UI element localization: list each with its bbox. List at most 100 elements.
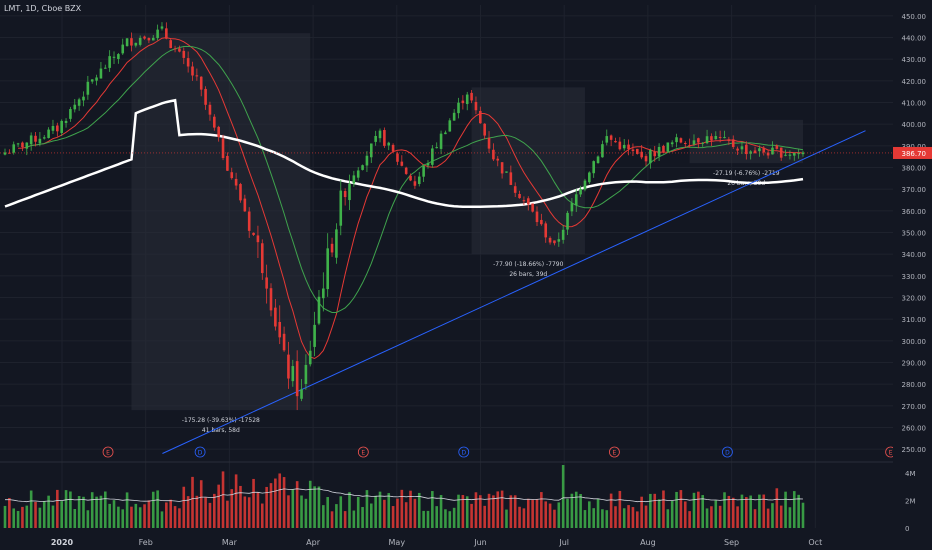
candle-body bbox=[596, 156, 600, 164]
volume-bar bbox=[269, 483, 273, 528]
volume-bar bbox=[500, 490, 504, 528]
volume-bar bbox=[326, 497, 329, 528]
volume-bar bbox=[797, 494, 800, 528]
volume-bar bbox=[217, 484, 220, 528]
candle-body bbox=[500, 162, 504, 174]
candle-body bbox=[86, 81, 90, 95]
candle-body bbox=[683, 143, 687, 145]
volume-bar bbox=[282, 477, 286, 528]
candle-body bbox=[775, 145, 779, 149]
volume-bar bbox=[692, 492, 696, 528]
candle-body bbox=[42, 137, 46, 139]
price-tick-label: 260.00 bbox=[902, 425, 927, 433]
candle-body bbox=[522, 200, 526, 202]
candle-body bbox=[797, 152, 800, 155]
candle-body bbox=[396, 153, 399, 162]
volume-bar bbox=[300, 495, 303, 528]
candle-body bbox=[151, 37, 155, 41]
time-tick-label: Oct bbox=[808, 538, 822, 547]
volume-bar bbox=[496, 491, 500, 528]
volume-bar bbox=[274, 478, 277, 528]
price-tick-label: 250.00 bbox=[902, 446, 927, 454]
candle-body bbox=[47, 129, 50, 138]
volume-bar bbox=[195, 495, 199, 528]
candle-body bbox=[644, 156, 648, 162]
volume-bar bbox=[505, 509, 508, 528]
candle-body bbox=[77, 99, 81, 106]
volume-bar bbox=[701, 495, 705, 528]
volume-bar bbox=[348, 492, 351, 528]
candle-body bbox=[592, 161, 595, 174]
candle-body bbox=[252, 232, 255, 235]
trendline[interactable] bbox=[162, 130, 866, 454]
volume-bar bbox=[513, 495, 517, 528]
dividend-marker[interactable] bbox=[458, 446, 470, 458]
candle-body bbox=[374, 135, 377, 142]
volume-bar bbox=[574, 491, 578, 528]
candle-body bbox=[348, 183, 351, 201]
volume-bar bbox=[21, 506, 24, 528]
earnings-marker[interactable] bbox=[357, 446, 369, 458]
candle-body bbox=[749, 151, 752, 154]
candle-body bbox=[609, 135, 613, 140]
candle-body bbox=[784, 154, 787, 156]
volume-bar bbox=[666, 509, 670, 528]
volume-bar bbox=[103, 491, 107, 528]
volume-bar bbox=[121, 509, 125, 528]
candle-body bbox=[300, 389, 303, 399]
dividend-marker[interactable] bbox=[194, 446, 206, 458]
event-marker-label: D bbox=[198, 450, 203, 457]
candle-body bbox=[627, 144, 630, 150]
candle-body bbox=[243, 198, 247, 212]
last-price-label: 386.70 bbox=[902, 150, 927, 158]
candle-body bbox=[474, 101, 478, 111]
candle-body bbox=[736, 148, 739, 151]
volume-bar bbox=[3, 505, 7, 528]
volume-bar bbox=[422, 510, 425, 528]
volume-bar bbox=[356, 496, 360, 528]
candle-body bbox=[138, 37, 142, 45]
volume-bar bbox=[588, 501, 591, 528]
candle-body bbox=[265, 277, 268, 289]
candle-body bbox=[697, 138, 700, 143]
earnings-marker[interactable] bbox=[102, 446, 114, 458]
candle-body bbox=[60, 120, 63, 133]
price-axis[interactable] bbox=[893, 0, 932, 550]
volume-bar bbox=[470, 503, 473, 528]
volume-ma-line bbox=[4, 488, 804, 503]
candle-body bbox=[352, 175, 356, 184]
volume-bar bbox=[239, 485, 242, 528]
volume-bar bbox=[683, 501, 687, 528]
candle-body bbox=[431, 148, 434, 165]
candle-body bbox=[269, 288, 273, 311]
price-tick-label: 450.00 bbox=[902, 13, 927, 21]
earnings-marker[interactable] bbox=[609, 446, 620, 458]
candle-body bbox=[540, 219, 543, 225]
candle-body bbox=[461, 100, 465, 104]
measure-box[interactable] bbox=[131, 33, 311, 411]
volume-bar bbox=[38, 507, 42, 528]
event-marker-label: E bbox=[613, 450, 617, 457]
candle-body bbox=[199, 76, 203, 90]
candle-body bbox=[95, 77, 98, 81]
volume-bar bbox=[749, 495, 752, 528]
measure-label-bars: 41 bars, 58d bbox=[202, 427, 240, 434]
dividend-marker[interactable] bbox=[722, 446, 733, 458]
candle-body bbox=[182, 50, 186, 58]
volume-bar bbox=[570, 493, 574, 528]
time-tick-label: Feb bbox=[139, 538, 153, 547]
volume-bar bbox=[522, 508, 526, 528]
volume-bar bbox=[374, 495, 377, 528]
candle-body bbox=[391, 144, 395, 152]
price-tick-label: 310.00 bbox=[902, 316, 927, 324]
volume-bar bbox=[156, 490, 159, 528]
candle-body bbox=[226, 155, 229, 171]
candle-body bbox=[117, 54, 120, 59]
candle-body bbox=[710, 136, 713, 141]
volume-bar bbox=[330, 511, 334, 528]
volume-bar bbox=[383, 499, 386, 528]
candle-body bbox=[505, 171, 508, 173]
price-tick-label: 430.00 bbox=[902, 56, 927, 64]
price-tick-label: 320.00 bbox=[902, 295, 927, 303]
